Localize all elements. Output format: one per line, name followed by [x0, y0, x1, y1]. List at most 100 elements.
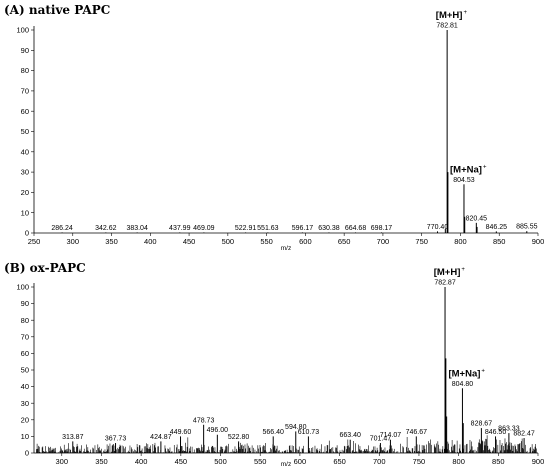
x-tick-label: 750 [413, 457, 426, 466]
peak-label: 846.25 [486, 224, 508, 231]
x-tick-label: 400 [135, 457, 148, 466]
y-tick-label: 30 [21, 168, 29, 177]
x-axis-label: m/z [281, 461, 291, 467]
peak-label: 383.04 [126, 225, 148, 232]
peak-label: 630.38 [318, 225, 340, 232]
y-tick-label: 80 [21, 66, 29, 75]
peak-label: 714.07 [380, 432, 402, 439]
x-tick-label: 600 [299, 237, 312, 246]
peak-label: 663.40 [339, 432, 361, 439]
x-tick-label: 400 [144, 237, 157, 246]
spectrum-panel-b: (B) ox-PAPC 0 10 20 30 40 50 60 70 80 90 100 300 350 4… [4, 261, 544, 467]
x-tick-label: 500 [214, 457, 227, 466]
peak-label: 698.17 [371, 225, 393, 232]
peak-label: 746.67 [406, 429, 428, 436]
y-tick-label: 50 [21, 127, 29, 136]
x-tick-label: 850 [493, 237, 506, 246]
y-tick-label: 30 [21, 399, 29, 408]
peak-label: 551.63 [257, 225, 279, 232]
peak-label: 846.50 [485, 429, 507, 436]
y-tick-label: 10 [21, 208, 29, 217]
peak-label: 664.68 [345, 225, 367, 232]
x-tick-label: 550 [254, 457, 267, 466]
y-tick-label: 70 [21, 87, 29, 96]
x-tick-label: 700 [377, 237, 390, 246]
peak-label: 496.00 [207, 427, 229, 434]
ion-annotation-charge: + [461, 267, 465, 273]
ion-annotation: [M+Na] [448, 368, 480, 379]
peak-label: 478.73 [193, 417, 215, 424]
peak-label: 522.91 [235, 225, 257, 232]
x-tick-label: 350 [105, 237, 118, 246]
x-axis-label: m/z [281, 245, 291, 252]
y-tick-label: 10 [21, 432, 29, 441]
x-tick-label: 800 [454, 237, 467, 246]
x-tick-label: 800 [452, 457, 465, 466]
spectrum-panel-a: (A) native PAPC 0 10 20 30 40 50 60 70 80 90 100 250… [4, 3, 544, 252]
peak-label: 449.60 [170, 429, 192, 436]
x-tick-label: 300 [67, 237, 80, 246]
y-tick-label: 70 [21, 332, 29, 341]
peak-label: 610.73 [298, 429, 320, 436]
x-tick-label: 850 [492, 457, 505, 466]
x-tick-label: 450 [183, 237, 196, 246]
peak-label: 367.73 [105, 436, 127, 443]
peak-label: 804.53 [453, 177, 475, 184]
ion-annotation-charge: + [463, 10, 467, 16]
y-tick-label: 0 [25, 229, 29, 238]
y-tick-label: 50 [21, 366, 29, 375]
y-tick-label: 40 [21, 147, 29, 156]
x-tick-label: 650 [333, 457, 346, 466]
peak-label: 882.47 [513, 431, 535, 438]
peak-label: 594.80 [285, 424, 307, 431]
x-tick-label: 250 [28, 237, 41, 246]
y-tick-label: 40 [21, 382, 29, 391]
peak-label: 522.80 [228, 434, 250, 441]
y-tick-label: 0 [25, 449, 29, 458]
peak-label: 885.55 [516, 224, 538, 231]
peak-label: 820.45 [466, 215, 488, 222]
peak-label: 828.67 [471, 421, 493, 428]
peak-label: 701.47 [370, 436, 392, 443]
peak-label: 437.99 [169, 225, 191, 232]
peak-label: 424.87 [150, 434, 172, 441]
peak-label: 286.24 [51, 225, 73, 232]
peak-label: 782.87 [434, 280, 456, 287]
peak-label: 313.87 [62, 434, 84, 441]
x-tick-label: 600 [294, 457, 307, 466]
peak-label: 469.09 [193, 225, 215, 232]
y-tick-label: 100 [16, 283, 29, 292]
x-tick-label: 550 [260, 237, 273, 246]
x-tick-label: 350 [95, 457, 108, 466]
y-tick-label: 90 [21, 46, 29, 55]
peak-label: 770.40 [427, 224, 449, 231]
peak-label: 804.80 [452, 381, 474, 388]
peak-label: 863.33 [498, 426, 520, 433]
ion-annotation-charge: + [483, 164, 487, 170]
x-tick-label: 900 [532, 237, 545, 246]
y-tick-label: 100 [16, 26, 29, 35]
x-tick-label: 300 [56, 457, 69, 466]
y-tick-label: 60 [21, 107, 29, 116]
y-tick-label: 90 [21, 299, 29, 308]
x-tick-label: 750 [415, 237, 428, 246]
y-tick-label: 60 [21, 349, 29, 358]
ion-annotation: [M+H] [434, 267, 461, 278]
peak-label: 342.62 [95, 225, 117, 232]
ion-annotation-charge: + [481, 368, 485, 374]
ion-annotation: [M+Na] [450, 164, 482, 175]
ion-annotation: [M+H] [436, 10, 463, 21]
y-tick-label: 20 [21, 188, 29, 197]
peak-label: 596.17 [292, 225, 314, 232]
panel-title: (A) native PAPC [4, 3, 110, 17]
x-tick-label: 450 [175, 457, 188, 466]
peak-label: 566.40 [263, 429, 285, 436]
y-tick-label: 80 [21, 316, 29, 325]
x-tick-label: 500 [222, 237, 235, 246]
panel-title: (B) ox-PAPC [4, 261, 86, 275]
peak-label: 782.81 [436, 23, 458, 30]
x-tick-label: 650 [338, 237, 351, 246]
x-tick-label: 900 [532, 457, 545, 466]
x-tick-label: 700 [373, 457, 386, 466]
